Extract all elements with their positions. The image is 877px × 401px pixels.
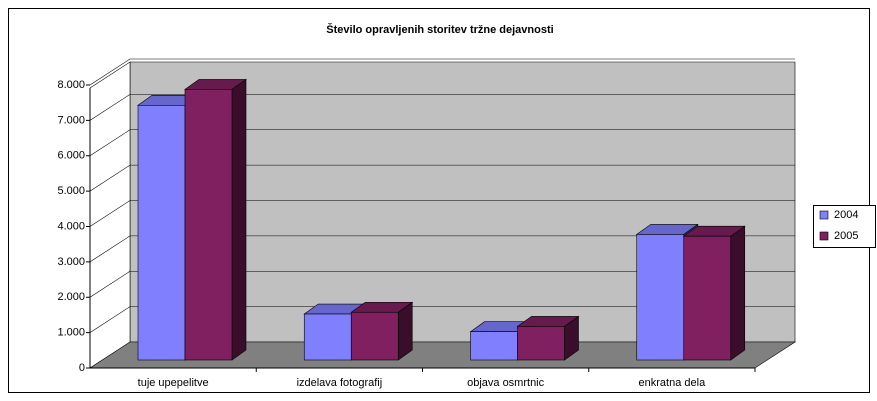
bar [184,89,233,361]
y-tick-label: 8.000 [57,79,85,91]
legend-label: 2005 [834,230,858,242]
bar-side [231,78,247,361]
legend-swatch [819,210,829,220]
grid-line [89,164,131,192]
grid-line [89,306,131,333]
y-tick-label: 3.000 [57,256,85,268]
x-tick-label: izdelava fotografij [297,377,383,389]
x-tick-label: enkratna dela [639,377,707,389]
chart-title: Število opravljenih storitev tržne dejav… [326,23,553,36]
bar [137,105,186,361]
grid-line [89,94,131,121]
side-wall [89,61,131,369]
legend-swatch [819,231,829,241]
legend-label: 2004 [834,209,858,221]
y-tick-label: 4.000 [57,220,85,232]
bar-side [730,225,746,361]
y-tick-label: 0 [79,362,85,374]
grid-line [89,129,131,157]
x-tick-label: objava osmrtnic [467,377,545,389]
grid-line [89,58,131,86]
y-tick-label: 7.000 [57,114,85,126]
grid-line [89,270,131,298]
bar [470,331,518,361]
bar [350,311,399,361]
x-tick-label: tuje upepelitve [138,377,209,389]
grid-line [89,200,131,227]
y-tick-label: 2.000 [57,291,85,303]
y-tick-label: 1.000 [57,327,85,339]
bar [683,235,732,361]
grid-line [89,235,131,263]
bar [636,234,685,361]
y-tick-label: 5.000 [57,185,85,197]
y-tick-label: 6.000 [57,150,85,162]
bar [303,313,352,361]
bar [517,326,565,361]
